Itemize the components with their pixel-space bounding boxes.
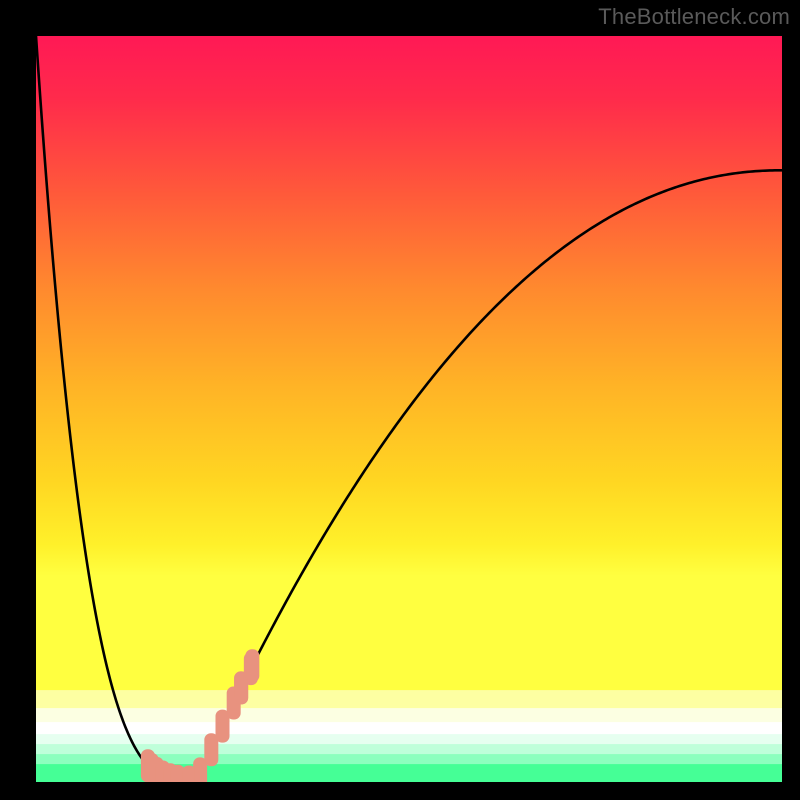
bottom-band-stripe <box>36 670 782 691</box>
data-marker <box>205 734 218 766</box>
watermark-text: TheBottleneck.com <box>598 4 790 30</box>
background-gradient <box>36 36 782 671</box>
plot-area <box>36 36 782 782</box>
bottom-band-stripe <box>36 708 782 723</box>
chart-svg <box>36 36 782 782</box>
bottom-band-stripe <box>36 690 782 709</box>
stage: TheBottleneck.com <box>0 0 800 800</box>
bottom-band-stripe <box>36 722 782 735</box>
bottom-band-stripe <box>36 734 782 745</box>
data-marker <box>246 650 259 682</box>
